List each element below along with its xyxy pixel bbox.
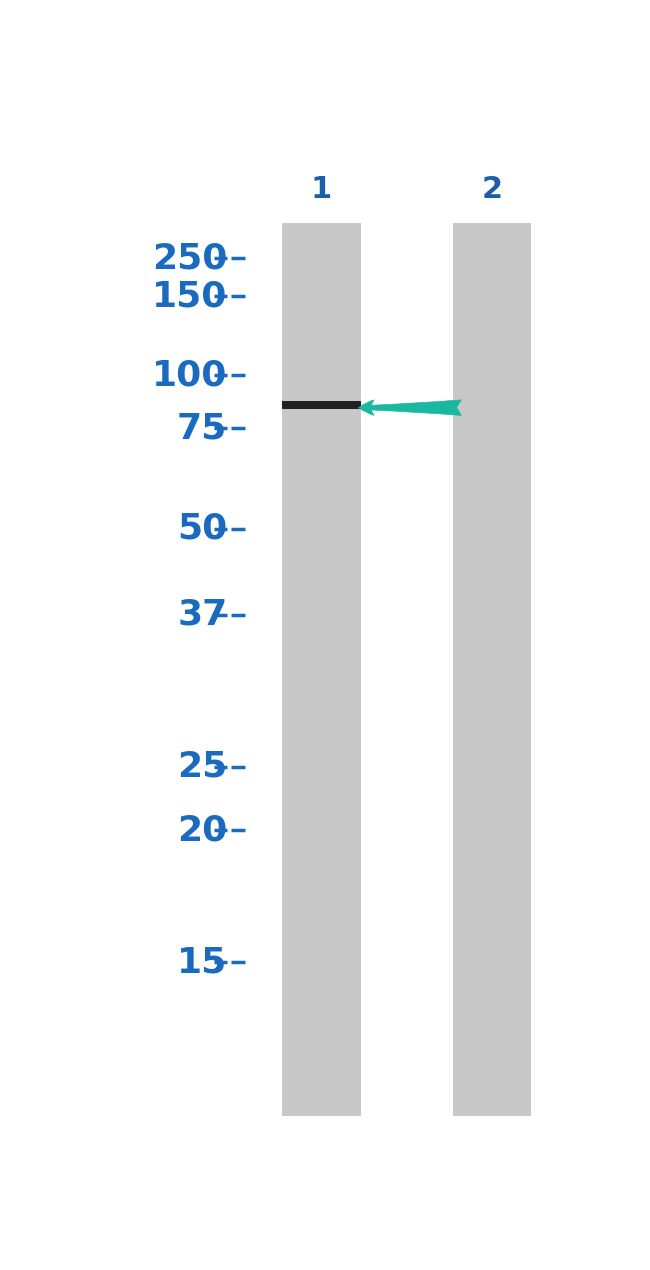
Text: 150: 150	[152, 279, 228, 314]
Text: 75: 75	[177, 411, 228, 446]
Bar	[453, 222, 531, 1115]
Text: 250: 250	[152, 241, 228, 276]
Text: 100: 100	[152, 358, 228, 392]
Bar	[283, 222, 361, 1115]
Text: 1: 1	[311, 175, 332, 204]
Text: 2: 2	[481, 175, 502, 204]
Bar	[283, 401, 361, 409]
Text: 20: 20	[177, 813, 228, 847]
Text: 25: 25	[177, 749, 228, 784]
Text: 15: 15	[177, 945, 228, 979]
Text: 50: 50	[177, 512, 228, 546]
Text: 37: 37	[177, 598, 228, 632]
